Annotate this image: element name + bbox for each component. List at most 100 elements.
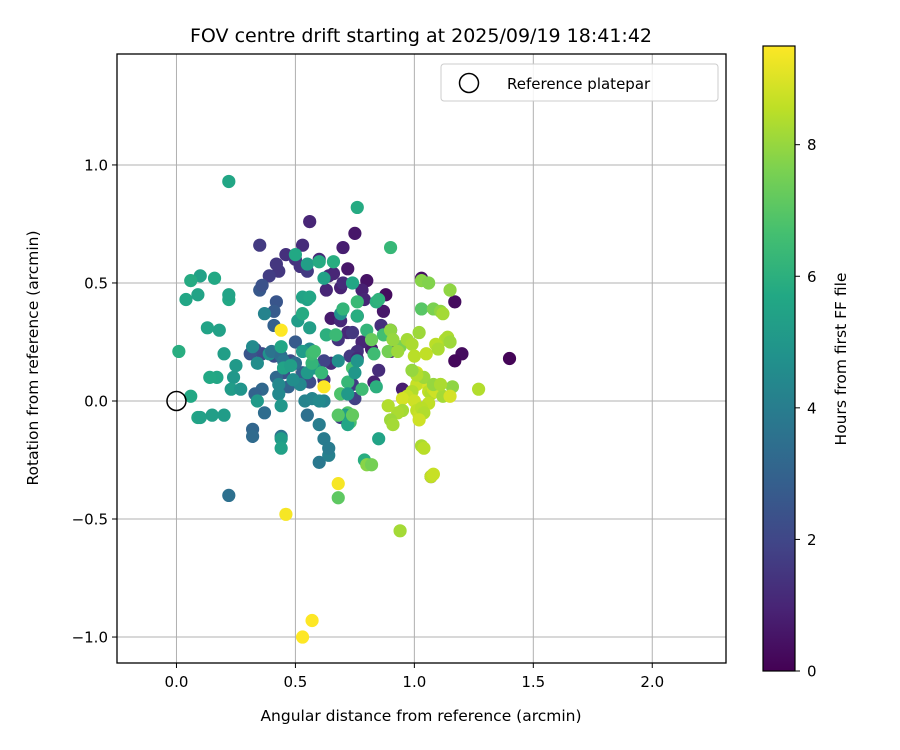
data-point (376, 304, 391, 318)
data-point (307, 344, 322, 359)
data-point (205, 408, 219, 422)
data-point (341, 375, 355, 389)
data-point (369, 380, 383, 394)
data-point (274, 323, 288, 337)
data-point (341, 387, 355, 401)
colorbar-tick-label: 4 (807, 399, 817, 417)
y-tick-label: 1.0 (84, 156, 108, 174)
y-tick-label: −1.0 (72, 629, 108, 647)
colorbar-tick-label: 8 (807, 136, 817, 154)
data-point (322, 441, 336, 455)
data-point (319, 328, 333, 342)
data-point (448, 295, 462, 309)
data-point (257, 406, 272, 420)
data-point (172, 344, 186, 359)
colorbar-tick-label: 2 (807, 531, 817, 549)
data-point (319, 283, 333, 297)
data-point (300, 408, 314, 422)
data-point (217, 347, 231, 361)
data-point (345, 276, 360, 290)
data-point (412, 325, 426, 340)
data-point (200, 321, 214, 335)
data-point (405, 363, 419, 377)
data-point (279, 507, 293, 521)
x-tick-label: 1.0 (402, 673, 426, 691)
data-point (312, 255, 326, 269)
data-point (448, 354, 462, 368)
data-point (314, 366, 329, 380)
data-point (405, 337, 419, 351)
data-point (274, 340, 288, 354)
colorbar-tick-label: 6 (807, 268, 817, 286)
y-axis-label: Rotation from reference (arcmin) (24, 230, 42, 485)
colorbar-label: Hours from first FF file (832, 273, 850, 446)
data-point (253, 238, 267, 252)
data-point (288, 335, 303, 349)
data-point (317, 354, 331, 368)
y-tick-label: 0.0 (84, 392, 108, 410)
data-point (350, 354, 364, 368)
data-point (355, 382, 369, 396)
data-point (326, 255, 341, 269)
data-point (222, 488, 236, 503)
data-point (414, 302, 429, 316)
data-point (312, 417, 326, 432)
data-point (502, 351, 517, 366)
data-point (295, 238, 310, 252)
y-axis-ticks: −1.0 −0.5 0.0 0.5 1.0 (72, 156, 117, 647)
legend: Reference platepar (440, 63, 719, 102)
data-point (329, 328, 343, 342)
data-point (179, 292, 193, 307)
data-point (336, 240, 350, 255)
data-point (336, 276, 350, 290)
y-tick-label: −0.5 (72, 511, 108, 529)
legend-marker-icon (458, 72, 480, 94)
data-point (393, 524, 407, 538)
data-point (331, 354, 345, 368)
reference-platepar-marker (166, 390, 187, 412)
data-point (391, 344, 405, 359)
x-axis-label: Angular distance from reference (arcmin) (260, 707, 581, 725)
colorbar-ticks: 0 2 4 6 8 (795, 136, 817, 681)
scatter-points (172, 174, 517, 644)
data-point (305, 356, 319, 370)
data-point (336, 302, 350, 316)
data-point (419, 347, 433, 361)
data-point (224, 382, 238, 396)
data-point (350, 200, 364, 215)
data-point (431, 342, 445, 356)
legend-label: Reference platepar (507, 75, 651, 93)
data-point (250, 356, 264, 370)
data-point (345, 408, 360, 422)
data-point (234, 382, 248, 396)
data-point (274, 441, 288, 455)
data-point (250, 394, 264, 408)
data-point (386, 417, 400, 432)
x-axis-ticks: 0.0 0.5 1.0 1.5 2.0 (165, 663, 664, 691)
x-tick-label: 2.0 (640, 673, 664, 691)
data-point (331, 477, 345, 491)
data-point (367, 347, 381, 361)
data-point (350, 309, 364, 323)
data-point (262, 269, 276, 283)
data-point (386, 333, 400, 347)
data-point (300, 257, 314, 271)
data-point (184, 274, 198, 288)
data-point (381, 399, 395, 413)
plot-frame (116, 53, 727, 664)
chart-title: FOV centre drift starting at 2025/09/19 … (190, 25, 652, 47)
data-point (245, 429, 260, 443)
data-point (295, 630, 310, 644)
data-point (207, 271, 222, 285)
data-point (348, 366, 362, 380)
data-point (288, 248, 303, 262)
data-point (312, 455, 326, 469)
colorbar: 0 2 4 6 8 Hours from first FF file (762, 45, 850, 681)
data-point (274, 432, 288, 446)
data-point (305, 613, 319, 628)
data-point (193, 410, 207, 425)
data-point (331, 408, 345, 422)
data-point (269, 257, 283, 271)
colorbar-tick-label: 0 (807, 663, 817, 681)
data-point (226, 370, 241, 384)
